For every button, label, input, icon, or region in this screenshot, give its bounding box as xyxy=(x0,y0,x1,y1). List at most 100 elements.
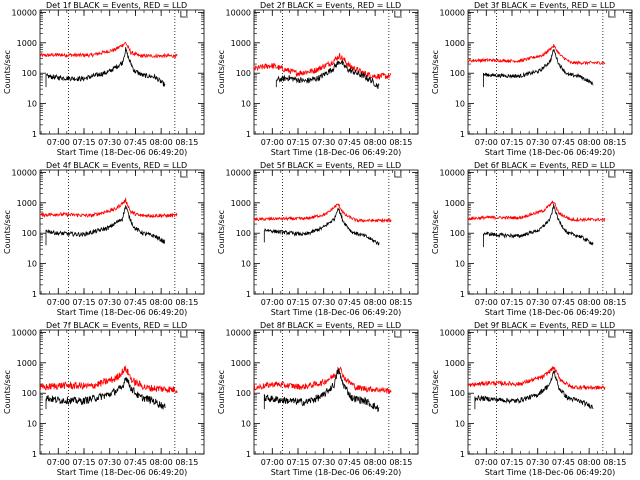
y-tick-label: 1 xyxy=(460,450,465,459)
y-tick-label: 10000 xyxy=(226,168,251,177)
x-tick-label: 08:15 xyxy=(175,138,198,147)
y-tick-label: 10 xyxy=(455,100,465,109)
y-tick-label: 1000 xyxy=(231,359,251,368)
plot-frame xyxy=(253,169,419,295)
x-tick-label: 07:15 xyxy=(72,458,95,467)
lld-rate-line xyxy=(39,365,178,394)
panel-det-1: Det 1f BLACK = Events, RED = LLD 1 10 100 10… xyxy=(3,1,205,157)
x-tick-label: 08:15 xyxy=(175,458,198,467)
lld-rate-line xyxy=(253,366,392,394)
x-axis-label: Start Time (18-Dec-06 06:49:20) xyxy=(271,308,402,317)
y-tick-label: 100 xyxy=(236,69,251,78)
x-tick-label: 07:30 xyxy=(312,298,335,307)
y-tick-label: 10 xyxy=(455,260,465,269)
x-axis-label: Start Time (18-Dec-06 06:49:20) xyxy=(57,308,188,317)
x-tick-label: 07:00 xyxy=(261,458,284,467)
y-tick-label: 1 xyxy=(246,450,251,459)
plot-frame xyxy=(253,329,419,455)
y-tick-label: 1000 xyxy=(231,39,251,48)
panel-title: Det 2f BLACK = Events, RED = LLD xyxy=(260,1,401,10)
x-tick-label: 08:15 xyxy=(175,298,198,307)
lld-rate-line xyxy=(467,366,606,391)
y-tick-label: 100 xyxy=(22,69,37,78)
panel-title: Det 8f BLACK = Events, RED = LLD xyxy=(260,321,401,330)
x-tick-label: 07:30 xyxy=(98,298,121,307)
bracket-mark xyxy=(180,171,188,178)
bracket-mark xyxy=(394,331,402,338)
lld-rate-line xyxy=(467,44,606,66)
x-tick-label: 08:00 xyxy=(578,298,601,307)
events-rate-line xyxy=(263,366,380,413)
x-tick-label: 07:15 xyxy=(286,298,309,307)
x-tick-label: 08:15 xyxy=(603,138,626,147)
panel-title: Det 1f BLACK = Events, RED = LLD xyxy=(46,1,187,10)
plot-frame xyxy=(253,9,419,135)
y-tick-label: 1000 xyxy=(445,199,465,208)
y-axis-label: Counts/sec xyxy=(431,50,440,94)
x-tick-label: 07:30 xyxy=(526,298,549,307)
y-tick-label: 100 xyxy=(236,229,251,238)
y-tick-label: 10000 xyxy=(12,8,37,17)
y-axis-label: Counts/sec xyxy=(431,370,440,414)
bracket-mark xyxy=(608,11,616,18)
events-rate-line xyxy=(45,47,166,88)
y-tick-label: 10000 xyxy=(12,328,37,337)
plot-frame xyxy=(39,329,205,455)
y-tick-label: 10 xyxy=(27,260,37,269)
panel-title: Det 4f BLACK = Events, RED = LLD xyxy=(46,161,187,170)
y-tick-label: 10000 xyxy=(226,8,251,17)
events-rate-line xyxy=(474,369,594,410)
x-tick-label: 07:15 xyxy=(500,458,523,467)
y-tick-label: 10000 xyxy=(440,168,465,177)
y-axis-label: Counts/sec xyxy=(217,210,226,254)
x-tick-label: 07:00 xyxy=(475,298,498,307)
x-tick-label: 07:45 xyxy=(124,138,147,147)
panel-det-9: Det 9f BLACK = Events, RED = LLD 1 10 100 10… xyxy=(431,321,633,477)
x-tick-label: 07:30 xyxy=(312,138,335,147)
plot-frame xyxy=(467,169,633,295)
x-tick-label: 07:00 xyxy=(475,458,498,467)
panel-title: Det 6f BLACK = Events, RED = LLD xyxy=(474,161,615,170)
bracket-mark xyxy=(394,11,402,18)
x-tick-label: 08:00 xyxy=(150,298,173,307)
panel-det-7: Det 7f BLACK = Events, RED = LLD 1 10 100 10… xyxy=(3,321,205,477)
y-tick-label: 1000 xyxy=(231,199,251,208)
y-tick-label: 1 xyxy=(460,290,465,299)
panel-title: Det 9f BLACK = Events, RED = LLD xyxy=(474,321,615,330)
y-tick-label: 10000 xyxy=(440,8,465,17)
lld-rate-line xyxy=(467,200,606,223)
y-tick-label: 100 xyxy=(22,229,37,238)
y-tick-label: 100 xyxy=(236,389,251,398)
bracket-mark xyxy=(608,331,616,338)
events-rate-line xyxy=(45,377,166,410)
x-tick-label: 07:45 xyxy=(338,138,361,147)
panel-det-4: Det 4f BLACK = Events, RED = LLD 1 10 100 10… xyxy=(3,161,205,317)
x-axis-label: Start Time (18-Dec-06 06:49:20) xyxy=(271,148,402,157)
x-tick-label: 07:15 xyxy=(500,138,523,147)
y-axis-label: Counts/sec xyxy=(3,370,12,414)
y-tick-label: 1 xyxy=(32,130,37,139)
y-tick-label: 1000 xyxy=(17,39,37,48)
bracket-mark xyxy=(180,11,188,18)
y-tick-label: 1000 xyxy=(17,359,37,368)
y-tick-label: 10 xyxy=(241,100,251,109)
panel-det-2: Det 2f BLACK = Events, RED = LLD 1 10 100 10… xyxy=(217,1,419,157)
panel-title: Det 3f BLACK = Events, RED = LLD xyxy=(474,1,615,10)
events-rate-line xyxy=(275,60,380,89)
y-tick-label: 1000 xyxy=(17,199,37,208)
y-tick-label: 10 xyxy=(27,420,37,429)
x-tick-label: 07:15 xyxy=(500,298,523,307)
x-tick-label: 08:15 xyxy=(389,298,412,307)
x-tick-label: 07:45 xyxy=(338,298,361,307)
x-tick-label: 07:45 xyxy=(552,298,575,307)
x-tick-label: 07:30 xyxy=(526,458,549,467)
bracket-mark xyxy=(608,171,616,178)
y-tick-label: 10 xyxy=(27,100,37,109)
events-rate-line xyxy=(45,204,166,246)
panel-det-5: Det 5f BLACK = Events, RED = LLD 1 10 100 10… xyxy=(217,161,419,317)
lld-rate-line xyxy=(39,197,178,219)
x-axis-label: Start Time (18-Dec-06 06:49:20) xyxy=(485,148,616,157)
panel-det-3: Det 3f BLACK = Events, RED = LLD 1 10 100 10… xyxy=(431,1,633,157)
